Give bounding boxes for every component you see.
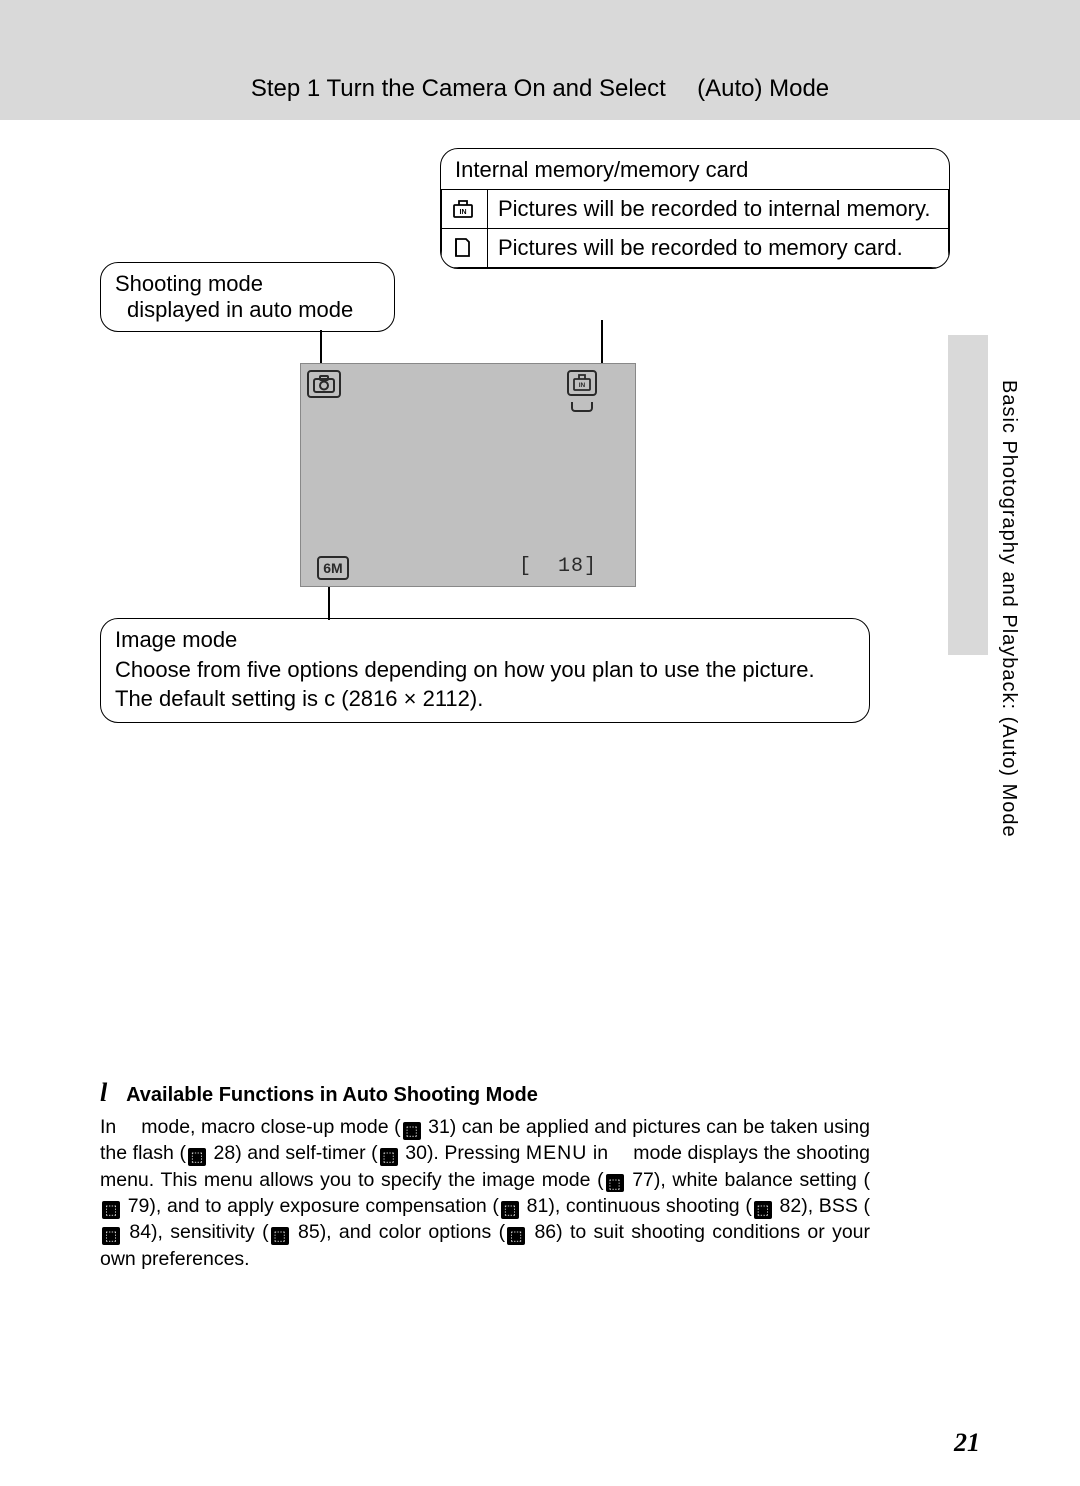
functions-heading-text: Available Functions in Auto Shooting Mod… <box>126 1084 538 1106</box>
page-ref: 31 <box>428 1116 450 1138</box>
callout-memory: Internal memory/memory card IN Pictures … <box>440 148 950 269</box>
internal-memory-indicator-icon: IN <box>567 370 597 396</box>
lcd-display: 6M IN [ 18] <box>300 363 636 587</box>
page-ref-icon: ⬚ <box>501 1201 519 1219</box>
image-mode-badge-text: 6M <box>323 560 342 576</box>
functions-text: ). Pressing <box>427 1142 526 1164</box>
functions-text: mode, macro close-up mode ( <box>141 1116 400 1138</box>
page-ref-icon: ⬚ <box>507 1227 525 1245</box>
internal-memory-icon: IN <box>442 190 488 229</box>
functions-text: ), and to apply exposure compensation ( <box>149 1195 499 1217</box>
functions-text: in <box>587 1142 613 1164</box>
page-ref-icon: ⬚ <box>380 1148 398 1166</box>
page-ref: 84 <box>129 1221 151 1243</box>
image-mode-line3c: (2816 × 2112). <box>335 686 483 711</box>
page-ref: 79 <box>128 1195 150 1217</box>
menu-label: MENU <box>526 1142 587 1164</box>
image-mode-line3: The default setting is c (2816 × 2112). <box>115 684 855 714</box>
page-title-suffix: (Auto) Mode <box>697 75 829 102</box>
page-ref-icon: ⬚ <box>102 1201 120 1219</box>
memory-row1-text: Pictures will be recorded to internal me… <box>488 190 949 229</box>
page-ref: 77 <box>632 1169 654 1191</box>
functions-text: ), BSS ( <box>801 1195 870 1217</box>
functions-text: ), and color options ( <box>320 1221 505 1243</box>
image-mode-line1: Image mode <box>115 625 855 655</box>
page-ref-icon: ⬚ <box>271 1227 289 1245</box>
functions-text: ), white balance setting ( <box>654 1169 870 1191</box>
page-ref-icon: ⬚ <box>403 1122 421 1140</box>
svg-text:IN: IN <box>579 382 586 389</box>
shots-remaining-value: 18 <box>558 555 584 578</box>
page-ref-icon: ⬚ <box>606 1174 624 1192</box>
page-ref-icon: ⬚ <box>188 1148 206 1166</box>
callout-shooting-mode: Shooting mode displayed in auto mode <box>100 262 395 332</box>
memory-row2-text: Pictures will be recorded to memory card… <box>488 229 949 268</box>
functions-text: In <box>100 1116 122 1138</box>
page-ref: 86 <box>534 1221 556 1243</box>
page-ref-icon: ⬚ <box>754 1201 772 1219</box>
callout-image-mode: Image mode Choose from five options depe… <box>100 618 870 723</box>
page-ref: 82 <box>780 1195 802 1217</box>
image-mode-line3a: The default setting is <box>115 686 324 711</box>
side-label: Basic Photography and Playback: (Auto) M… <box>997 380 1020 838</box>
svg-text:IN: IN <box>460 209 467 216</box>
page-ref: 85 <box>298 1221 320 1243</box>
shots-remaining: [ 18] <box>519 555 597 578</box>
callout-memory-header: Internal memory/memory card <box>441 149 949 189</box>
functions-text: ), sensitivity ( <box>151 1221 269 1243</box>
page-ref: 30 <box>405 1142 427 1164</box>
indicator-bracket-icon <box>571 402 593 412</box>
image-mode-line2: Choose from five options depending on ho… <box>115 655 855 685</box>
side-tab <box>948 335 988 655</box>
functions-section: l Available Functions in Auto Shooting M… <box>100 1078 870 1272</box>
page-number: 21 <box>954 1428 980 1458</box>
callout-shooting-line1: Shooting mode <box>115 271 380 297</box>
table-row: IN Pictures will be recorded to internal… <box>442 190 949 229</box>
functions-text: ), continuous shooting ( <box>548 1195 752 1217</box>
callout-shooting-line2: displayed in auto mode <box>127 297 380 323</box>
memory-table: IN Pictures will be recorded to internal… <box>441 189 949 268</box>
image-mode-badge: 6M <box>317 556 349 580</box>
camera-icon <box>307 370 341 398</box>
page-ref: 28 <box>214 1142 236 1164</box>
memory-card-icon <box>442 229 488 268</box>
page-title-prefix: Step 1 Turn the Camera On and Select <box>251 75 673 102</box>
page-title: Step 1 Turn the Camera On and Select (Au… <box>0 75 1080 103</box>
page-ref-icon: ⬚ <box>102 1227 120 1245</box>
functions-body: In mode, macro close-up mode (⬚ 31) can … <box>100 1114 870 1272</box>
info-icon: l <box>100 1078 107 1107</box>
page-ref: 81 <box>527 1195 549 1217</box>
functions-heading: l Available Functions in Auto Shooting M… <box>100 1078 870 1108</box>
functions-text: ) and self-timer ( <box>235 1142 377 1164</box>
table-row: Pictures will be recorded to memory card… <box>442 229 949 268</box>
image-mode-line3b: c <box>324 686 335 711</box>
